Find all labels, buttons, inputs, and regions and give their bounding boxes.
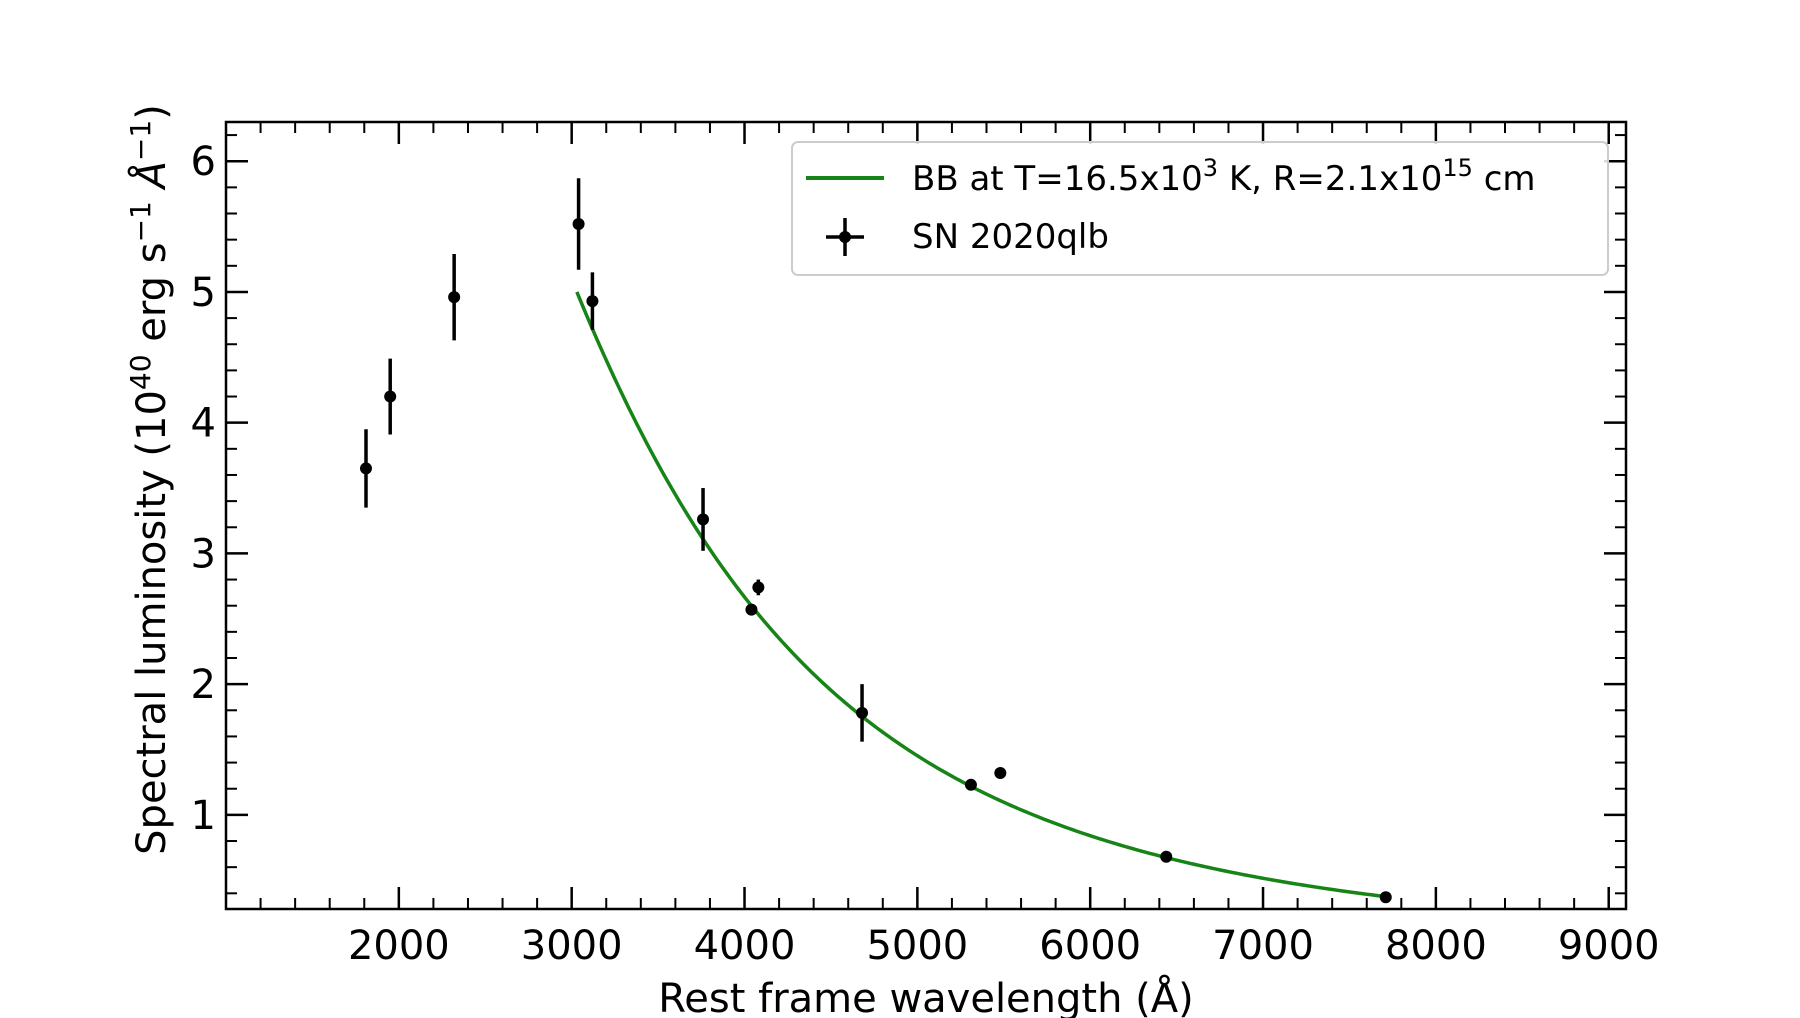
data-point	[586, 295, 599, 308]
x-tick-label: 6000	[1039, 923, 1141, 969]
x-tick-label: 4000	[694, 923, 796, 969]
x-tick-label: 3000	[521, 923, 623, 969]
legend-box	[791, 141, 1609, 276]
y-axis-label-exp1: 40	[124, 354, 157, 390]
blackbody-curve	[575, 291, 1386, 899]
data-point	[752, 581, 765, 594]
legend-bb-mid: K, R=2.1x10	[1218, 159, 1442, 199]
legend-label-sn2020qlb: SN 2020qlb	[912, 217, 1109, 257]
data-point	[856, 706, 869, 719]
data-point	[360, 462, 372, 475]
y-tick-label: 2	[191, 662, 216, 708]
legend-marker-swatch	[839, 231, 851, 243]
y-tick-label: 6	[191, 139, 216, 185]
data-point	[964, 778, 977, 791]
legend-bb-main: BB at T=16.5x10	[912, 159, 1203, 199]
x-tick-label: 7000	[1212, 923, 1314, 969]
x-tick-labels: 2000 3000 4000 5000 6000 7000 8000 9000	[348, 923, 1660, 969]
y-tick-label: 5	[191, 270, 216, 316]
plot-frame	[224, 120, 1628, 911]
data-point	[1160, 850, 1173, 863]
data-point	[1379, 891, 1392, 904]
y-axis-label-exp2: −1	[124, 201, 157, 242]
data-point	[572, 217, 585, 230]
legend-bb-end: cm	[1473, 159, 1536, 199]
legend-bb-sup1: 3	[1203, 154, 1218, 182]
y-axis-label-unit: Å	[127, 161, 175, 201]
legend-bb-sup2: 15	[1442, 154, 1473, 182]
data-point	[994, 767, 1007, 780]
x-tick-label: 2000	[348, 923, 450, 969]
blackbody-curve-layer	[575, 291, 1386, 899]
data-point	[384, 390, 397, 403]
x-axis-label: Rest frame wavelength (Å)	[658, 974, 1193, 1018]
y-tick-label: 1	[191, 793, 216, 839]
legend: BB at T=16.5x103 K, R=2.1x1015 cm SN 202…	[791, 141, 1609, 276]
y-axis-label-exp3: −1	[124, 120, 157, 161]
data-point	[697, 513, 710, 526]
data-point	[448, 291, 461, 304]
y-axis-label-mid: erg s	[129, 242, 175, 354]
y-tick-label: 4	[191, 401, 216, 447]
y-tick-labels: 1 2 3 4 5 6	[191, 139, 216, 839]
axis-ticks	[226, 122, 1626, 909]
y-axis-label-end: )	[129, 104, 175, 120]
data-points-layer	[360, 178, 1392, 904]
y-axis-label-main: Spectral luminosity (10	[129, 390, 175, 855]
x-tick-label: 8000	[1385, 923, 1487, 969]
data-point	[745, 603, 758, 616]
y-axis-label: Spectral luminosity (1040 erg s−1 Å−1)	[124, 104, 175, 855]
x-tick-label: 9000	[1558, 923, 1660, 969]
legend-label-blackbody: BB at T=16.5x103 K, R=2.1x1015 cm	[912, 154, 1536, 199]
x-tick-label: 5000	[866, 923, 968, 969]
y-tick-label: 3	[191, 531, 216, 577]
